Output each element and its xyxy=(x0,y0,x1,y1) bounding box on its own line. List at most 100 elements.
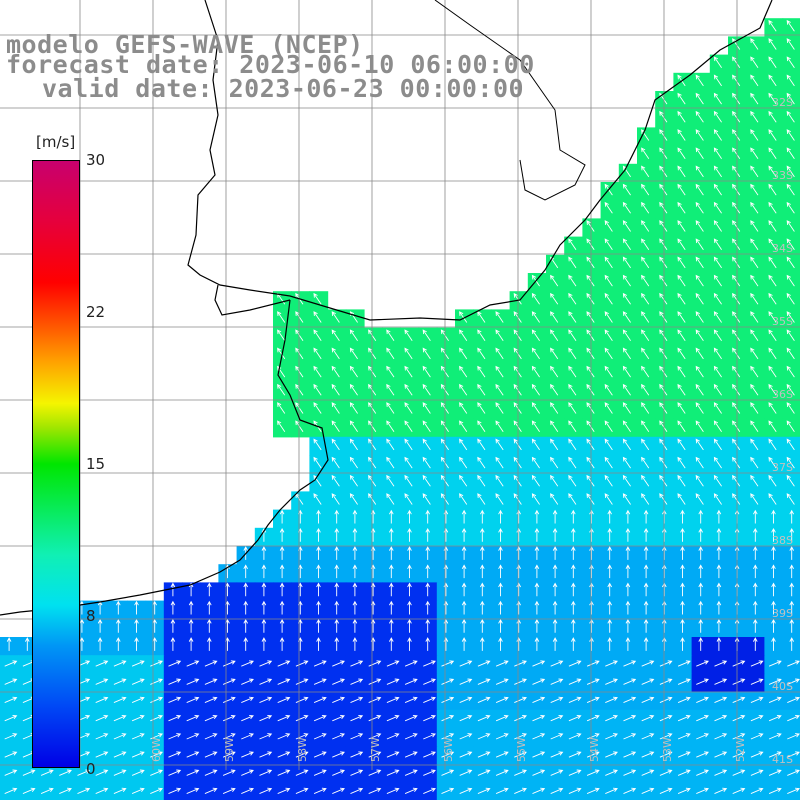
wind-arrow xyxy=(677,733,691,740)
wind-arrow xyxy=(641,383,650,396)
wind-arrow xyxy=(622,238,631,250)
wind-arrow xyxy=(677,751,691,758)
wind-speed-cells xyxy=(0,18,800,802)
wind-arrow xyxy=(695,183,704,196)
wind-arrow xyxy=(659,110,668,123)
wind-arrow xyxy=(243,564,248,579)
wind-arrow xyxy=(789,509,794,524)
latitude-label: 38S xyxy=(772,534,793,547)
wind-arrow xyxy=(750,365,759,378)
wind-arrow xyxy=(480,527,485,542)
wind-arrow xyxy=(713,92,722,105)
wind-arrow xyxy=(568,420,577,432)
wind-arrow xyxy=(425,600,430,615)
wind-arrow xyxy=(714,769,728,776)
wind-arrow xyxy=(368,714,382,722)
wind-arrow xyxy=(550,438,559,451)
wind-arrow xyxy=(131,696,145,704)
wind-arrow xyxy=(279,564,285,579)
wind-arrow xyxy=(423,660,436,667)
wind-arrow xyxy=(713,220,722,232)
wind-arrow xyxy=(277,402,286,414)
wind-arrow xyxy=(332,733,345,740)
wind-arrow xyxy=(116,637,121,651)
wind-arrow xyxy=(334,637,339,651)
wind-arrow xyxy=(516,582,521,597)
wind-arrow xyxy=(352,582,358,597)
wind-arrow xyxy=(386,365,395,378)
wind-arrow xyxy=(313,733,327,740)
wind-arrow xyxy=(677,696,691,704)
wind-arrow xyxy=(622,311,631,323)
colorbar-tick: 0 xyxy=(86,760,96,778)
wind-arrow xyxy=(698,582,703,597)
wind-arrow xyxy=(786,129,795,141)
wind-arrow xyxy=(131,787,145,795)
wind-arrow xyxy=(659,420,668,432)
wind-arrow xyxy=(113,769,127,776)
wind-arrow xyxy=(259,787,273,795)
wind-arrow xyxy=(534,509,540,524)
wind-arrow xyxy=(404,456,413,469)
wind-arrow xyxy=(571,564,576,579)
wind-arrow xyxy=(604,474,613,487)
wind-arrow xyxy=(768,714,782,722)
latitude-label: 37S xyxy=(772,461,793,474)
wind-arrow xyxy=(552,546,558,560)
wind-arrow xyxy=(261,618,267,633)
wind-arrow xyxy=(77,787,91,795)
wind-arrow xyxy=(4,660,18,667)
wind-arrow xyxy=(407,564,412,579)
wind-arrow xyxy=(732,402,741,414)
wind-arrow xyxy=(534,582,540,597)
wind-arrow xyxy=(422,438,431,451)
wind-arrow xyxy=(659,347,668,360)
wind-arrow xyxy=(550,456,559,469)
wind-arrow xyxy=(768,474,777,487)
wind-arrow xyxy=(386,474,395,487)
wind-arrow xyxy=(331,311,340,323)
wind-arrow xyxy=(95,751,109,758)
wind-arrow xyxy=(316,527,321,542)
wind-arrow xyxy=(40,787,54,795)
wind-arrow xyxy=(368,751,382,758)
wind-arrow xyxy=(495,311,504,323)
wind-arrow xyxy=(495,456,504,469)
wind-arrow xyxy=(277,696,291,704)
wind-arrow xyxy=(331,329,340,341)
wind-arrow xyxy=(622,292,631,305)
latitude-label: 36S xyxy=(772,388,793,401)
wind-arrow xyxy=(786,474,795,487)
wind-arrow xyxy=(768,311,777,323)
wind-arrow xyxy=(623,787,637,795)
wind-arrow xyxy=(131,769,145,776)
wind-arrow xyxy=(332,787,345,795)
wind-arrow xyxy=(571,618,576,633)
wind-arrow xyxy=(261,600,267,615)
wind-arrow xyxy=(625,546,631,560)
wind-arrow xyxy=(677,438,686,451)
wind-arrow xyxy=(386,383,395,396)
wind-arrow xyxy=(131,660,145,667)
wind-arrow xyxy=(623,660,637,667)
wind-arrow xyxy=(568,311,577,323)
wind-arrow xyxy=(753,637,758,651)
wind-arrow xyxy=(605,733,618,740)
wind-arrow xyxy=(607,527,612,542)
longitude-label: 55W xyxy=(515,737,528,762)
wind-arrow xyxy=(349,438,358,451)
wind-arrow xyxy=(786,201,795,214)
wind-arrow xyxy=(607,637,612,651)
border-line xyxy=(434,0,586,201)
wind-arrow xyxy=(768,220,777,232)
wind-arrow xyxy=(113,678,127,685)
wind-arrow xyxy=(334,618,339,633)
wind-arrow xyxy=(459,714,473,722)
wind-arrow xyxy=(259,714,273,722)
wind-arrow xyxy=(97,637,103,651)
wind-arrow xyxy=(732,220,741,232)
wind-arrow xyxy=(604,329,613,341)
wind-arrow xyxy=(534,600,540,615)
wind-arrow xyxy=(698,527,703,542)
wind-arrow xyxy=(477,787,491,795)
